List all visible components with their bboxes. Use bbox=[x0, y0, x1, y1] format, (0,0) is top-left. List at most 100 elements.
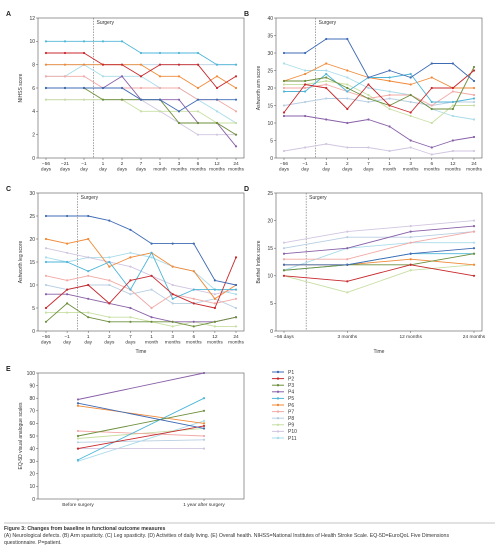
data-point-p2 bbox=[63, 51, 67, 55]
data-point-p2 bbox=[282, 274, 286, 277]
data-point-p7 bbox=[139, 86, 143, 90]
data-point-p7 bbox=[177, 86, 181, 90]
x-tick-label: days bbox=[117, 167, 128, 173]
data-point-p1 bbox=[177, 110, 181, 113]
data-point-p7 bbox=[158, 86, 162, 90]
data-point-p3 bbox=[171, 320, 174, 323]
data-point-p1 bbox=[346, 37, 349, 41]
x-tick-label: months bbox=[424, 167, 440, 173]
data-point-p1 bbox=[120, 86, 124, 90]
legend-label: P11 bbox=[288, 436, 297, 442]
data-point-p6 bbox=[472, 86, 476, 90]
y-tick-label: 6 bbox=[32, 86, 35, 92]
data-point-p6 bbox=[409, 83, 412, 86]
data-point-p3 bbox=[409, 93, 412, 97]
data-point-p10 bbox=[430, 153, 433, 156]
legend-label: P2 bbox=[288, 376, 294, 382]
data-point-p1 bbox=[304, 51, 307, 55]
data-point-p6 bbox=[158, 75, 162, 78]
data-point-p5 bbox=[472, 97, 476, 100]
x-tick-label: month bbox=[145, 340, 159, 346]
data-point-p1 bbox=[171, 242, 174, 245]
data-point-p11 bbox=[346, 76, 349, 79]
y-tick-label: 5 bbox=[270, 301, 273, 307]
y-tick-label: 20 bbox=[267, 86, 273, 92]
y-axis-label: Barthel Index score bbox=[256, 240, 262, 283]
x-tick-label: 24 bbox=[471, 161, 477, 167]
legend-label: P8 bbox=[288, 416, 294, 422]
data-point-p6 bbox=[139, 63, 143, 66]
data-point-p5 bbox=[139, 51, 143, 55]
series-line-p5 bbox=[46, 252, 236, 300]
caption-line-2: questionnaire. P=patient. bbox=[4, 540, 62, 546]
data-point-p1 bbox=[430, 62, 433, 65]
data-point-p9 bbox=[108, 316, 111, 319]
data-point-p3 bbox=[215, 121, 219, 125]
data-point-p7 bbox=[304, 86, 307, 90]
surgery-label: Surgery bbox=[97, 20, 115, 26]
series-line-p5 bbox=[77, 397, 205, 461]
data-point-p4 bbox=[304, 114, 307, 118]
data-point-p3 bbox=[120, 98, 124, 101]
data-point-p8 bbox=[234, 306, 238, 310]
data-point-p3 bbox=[282, 269, 286, 272]
data-point-p1 bbox=[367, 76, 370, 79]
data-point-p2 bbox=[282, 111, 286, 114]
data-point-p7 bbox=[282, 258, 286, 261]
data-point-p4 bbox=[367, 118, 370, 121]
panel-letter: C bbox=[6, 186, 11, 193]
data-point-p8 bbox=[409, 236, 412, 239]
x-tick-label: months bbox=[466, 167, 482, 173]
data-point-p2 bbox=[129, 279, 132, 282]
data-point-p11 bbox=[451, 114, 454, 118]
data-point-p3 bbox=[451, 107, 454, 111]
data-point-p6 bbox=[44, 237, 48, 241]
legend-label: P1 bbox=[288, 370, 294, 376]
data-point-p7 bbox=[150, 306, 153, 310]
data-point-p9 bbox=[325, 79, 328, 83]
x-tick-label: 7 bbox=[140, 161, 143, 167]
data-point-p10 bbox=[472, 219, 476, 222]
data-point-p1 bbox=[409, 76, 412, 79]
data-point-p6 bbox=[82, 63, 86, 66]
x-tick-label: day bbox=[63, 340, 71, 346]
data-point-p10 bbox=[388, 149, 391, 153]
data-point-p3 bbox=[129, 320, 132, 323]
data-point-p5 bbox=[215, 63, 219, 66]
y-tick-label: 30 bbox=[29, 459, 35, 465]
data-point-p1 bbox=[325, 37, 328, 41]
data-point-p4 bbox=[409, 139, 412, 142]
data-point-p5 bbox=[76, 458, 80, 462]
data-point-p6 bbox=[66, 242, 69, 245]
data-point-p1 bbox=[472, 79, 476, 83]
x-axis-label: Time bbox=[136, 349, 147, 355]
data-point-p10 bbox=[367, 146, 370, 149]
series-line-p1 bbox=[284, 38, 475, 82]
legend-label: P10 bbox=[288, 429, 297, 435]
series-line-p4 bbox=[283, 225, 475, 255]
data-point-p8 bbox=[171, 302, 174, 305]
data-point-p5 bbox=[171, 297, 174, 300]
data-point-p3 bbox=[101, 98, 105, 101]
data-point-p2 bbox=[215, 86, 219, 90]
data-point-p2 bbox=[430, 86, 433, 90]
y-tick-label: 30 bbox=[29, 191, 35, 197]
data-point-p9 bbox=[82, 98, 86, 101]
y-tick-label: 70 bbox=[29, 409, 35, 415]
data-point-p5 bbox=[44, 260, 48, 264]
data-point-p1 bbox=[196, 98, 200, 101]
data-point-p11 bbox=[150, 256, 153, 259]
legend-marker-p3 bbox=[276, 384, 280, 387]
data-point-p5 bbox=[129, 288, 132, 291]
x-tick-label: 1 bbox=[325, 161, 328, 167]
series-line-p2 bbox=[283, 264, 475, 282]
x-tick-label: 3 bbox=[409, 161, 412, 167]
data-point-p1 bbox=[282, 263, 286, 266]
data-point-p9 bbox=[44, 311, 48, 314]
data-point-p6 bbox=[76, 404, 80, 407]
x-axis-label: Time bbox=[374, 349, 385, 355]
x-tick-label: month bbox=[383, 167, 397, 173]
x-tick-label: −56 bbox=[42, 334, 50, 340]
data-point-p10 bbox=[409, 225, 412, 228]
data-point-p5 bbox=[158, 51, 162, 55]
